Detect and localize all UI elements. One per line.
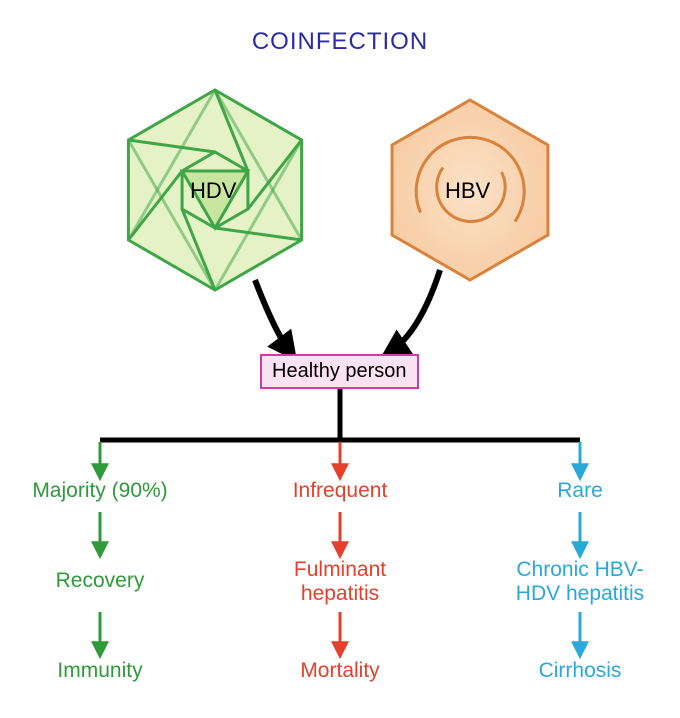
convergence-arrows bbox=[255, 270, 440, 352]
outcome-infrequent-step-1: Fulminant hepatitis bbox=[240, 558, 440, 606]
outcome-majority-step-2: Immunity bbox=[0, 659, 200, 683]
outcome-infrequent-step-2: Mortality bbox=[240, 659, 440, 683]
branch-bar bbox=[100, 386, 580, 440]
healthy-person-box: Healthy person bbox=[260, 354, 419, 389]
outcome-rare-step-2: Cirrhosis bbox=[480, 659, 680, 683]
outcome-arrows bbox=[100, 442, 580, 652]
outcome-rare-step-1: Chronic HBV- HDV hepatitis bbox=[480, 558, 680, 606]
outcome-rare-step-0: Rare bbox=[480, 479, 680, 503]
hdv-label: HDV bbox=[190, 178, 236, 204]
outcome-majority-step-1: Recovery bbox=[0, 569, 200, 593]
outcome-infrequent-step-0: Infrequent bbox=[240, 479, 440, 503]
outcome-majority-step-0: Majority (90%) bbox=[0, 479, 200, 503]
hbv-label: HBV bbox=[445, 178, 490, 204]
